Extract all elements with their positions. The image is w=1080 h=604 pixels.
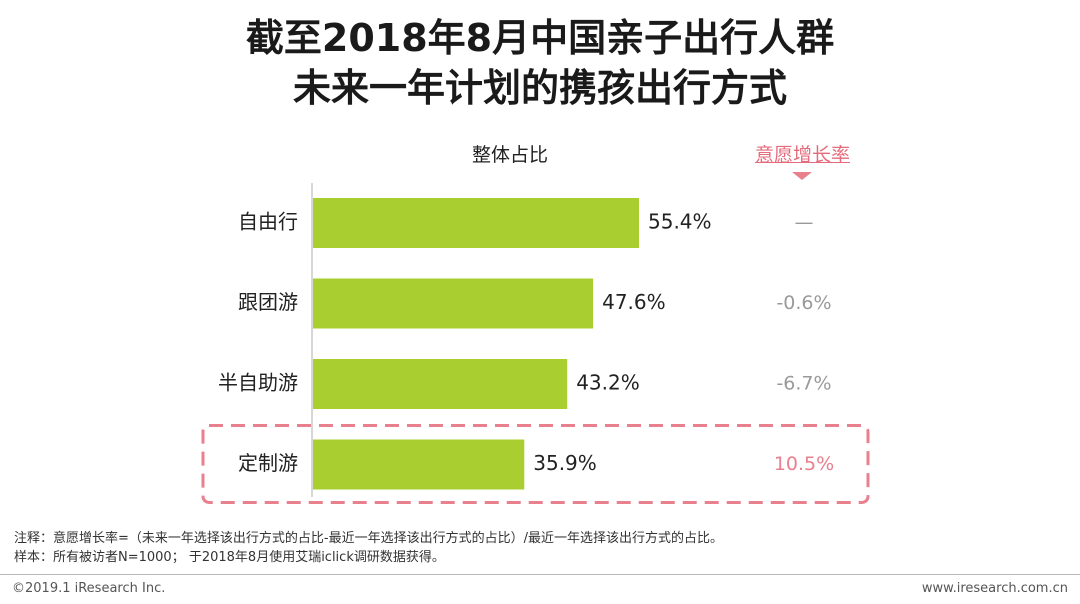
footnote-sample: 样本：所有被访者N=1000； 于2018年8月使用艾瑞iclick调研数据获得… <box>14 550 445 565</box>
value-label: 47.6% <box>602 290 666 314</box>
category-label: 半自助游 <box>218 371 298 395</box>
footnote-definition: 注释：意愿增长率=（未来一年选择该出行方式的占比-最近一年选择该出行方式的占比）… <box>14 531 723 546</box>
growth-rate-label: 10.5% <box>774 453 834 475</box>
growth-rate-label: -6.7% <box>776 373 831 395</box>
growth-rate-label: — <box>795 212 814 234</box>
bar <box>313 278 594 329</box>
chart-title-line-1: 截至2018年8月中国亲子出行人群 <box>245 16 835 60</box>
bar <box>313 198 639 248</box>
growth-column-header: 意愿增长率 <box>754 144 850 166</box>
footer-copyright: ©2019.1 iResearch Inc. <box>12 581 166 596</box>
share-column-header: 整体占比 <box>471 144 548 166</box>
chart-title-line-2: 未来一年计划的携孩出行方式 <box>292 66 787 110</box>
category-label: 跟团游 <box>238 290 298 314</box>
growth-rate-label: -0.6% <box>776 292 831 314</box>
value-label: 35.9% <box>533 451 597 475</box>
footer-divider <box>0 574 1080 575</box>
bar-chart: 自由行 55.4% — 跟团游 47.6% -0.6% 半自助游 43.2% -6.7% 定制游 3… <box>201 183 870 504</box>
value-label: 43.2% <box>576 371 640 395</box>
highlight-box <box>201 424 870 504</box>
bar <box>313 359 568 409</box>
caret-down-icon <box>792 172 812 180</box>
footer-website: www.iresearch.com.cn <box>921 581 1068 596</box>
bar <box>313 439 525 490</box>
category-label: 自由行 <box>238 210 298 234</box>
value-label: 55.4% <box>648 210 712 234</box>
category-label: 定制游 <box>238 451 298 475</box>
